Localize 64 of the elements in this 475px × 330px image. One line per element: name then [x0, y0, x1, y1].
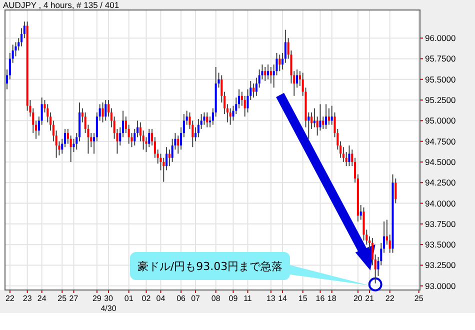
annotation: 豪ドル/円も93.03円まで急落 — [137, 260, 283, 273]
candlestick — [278, 54, 281, 72]
candlestick — [267, 64, 270, 80]
candlestick — [206, 112, 208, 128]
x-tick-label: 21 — [365, 294, 375, 303]
x-tick-label: 24 — [37, 294, 47, 303]
candlestick — [313, 108, 316, 128]
y-tick-label: 94.0000 — [425, 198, 456, 208]
candlestick — [229, 108, 232, 126]
x-tick-label: 02 — [142, 294, 152, 303]
x-tick-label: 13 — [266, 294, 276, 303]
x-tick-label: 22 — [385, 294, 395, 303]
x-tick-label: 08 — [211, 294, 221, 303]
x-tick-label: 16 — [316, 294, 326, 303]
candlestick — [252, 83, 255, 98]
x-tick-label: 14 — [278, 294, 288, 303]
x-tick-label: 29 — [92, 294, 102, 303]
x-tick-label: 04 — [156, 294, 166, 303]
x-tick-label: 30 — [104, 294, 114, 303]
x-tick-label: 15 — [298, 294, 308, 303]
y-tick-label: 95.7500 — [425, 54, 456, 64]
candlestick — [394, 178, 397, 204]
y-tick-label: 95.0000 — [425, 116, 456, 126]
candlestick — [308, 112, 310, 140]
x-tick-label: 25 — [58, 294, 68, 303]
candlestick — [102, 102, 104, 123]
y-tick-label: 93.2500 — [425, 260, 456, 270]
candlestick — [168, 149, 170, 167]
x-tick-label: 22 — [5, 294, 15, 303]
y-tick-label: 93.5000 — [425, 240, 456, 250]
y-tick-label: 94.2500 — [425, 178, 456, 188]
x-tick-label: 11 — [244, 294, 252, 303]
candlestick — [264, 66, 266, 82]
candlestick — [296, 68, 298, 88]
y-tick-label: 96.0000 — [425, 33, 456, 44]
candlestick — [162, 157, 165, 182]
x-tick-label: 25 — [414, 294, 424, 303]
candlestick — [362, 206, 365, 241]
candlestick — [148, 128, 150, 148]
candlestick — [203, 112, 206, 126]
x-tick-label: 18 — [327, 294, 337, 303]
x-tick-label: 27 — [69, 294, 79, 303]
x-tick-label: 23 — [22, 294, 32, 303]
candlestick — [177, 135, 180, 154]
x-tick-label: 01 — [124, 294, 134, 303]
chart-title: AUDJPY , 4 hours, # 135 / 401 — [3, 0, 120, 10]
candlestick — [328, 108, 330, 126]
x-tick-label: 06 — [176, 294, 186, 303]
candlestick — [270, 66, 272, 84]
x-tick-label: 07 — [191, 294, 201, 303]
y-tick-label: 93.0000 — [425, 280, 456, 291]
candlestick — [322, 116, 324, 130]
y-tick-label: 94.7500 — [425, 136, 456, 146]
candlestick — [348, 144, 350, 167]
candlestick — [319, 104, 322, 132]
text: 4/30 — [100, 304, 117, 313]
y-tick-label: 94.5000 — [425, 156, 456, 167]
y-tick-label: 93.7500 — [425, 218, 456, 229]
y-tick-label: 95.5000 — [425, 74, 456, 84]
x-tick-label: 09 — [228, 294, 238, 303]
candlestick — [104, 100, 107, 122]
x-tick-label: 20 — [353, 294, 363, 303]
candlestick — [325, 104, 328, 130]
y-tick-label: 95.2500 — [425, 95, 456, 106]
